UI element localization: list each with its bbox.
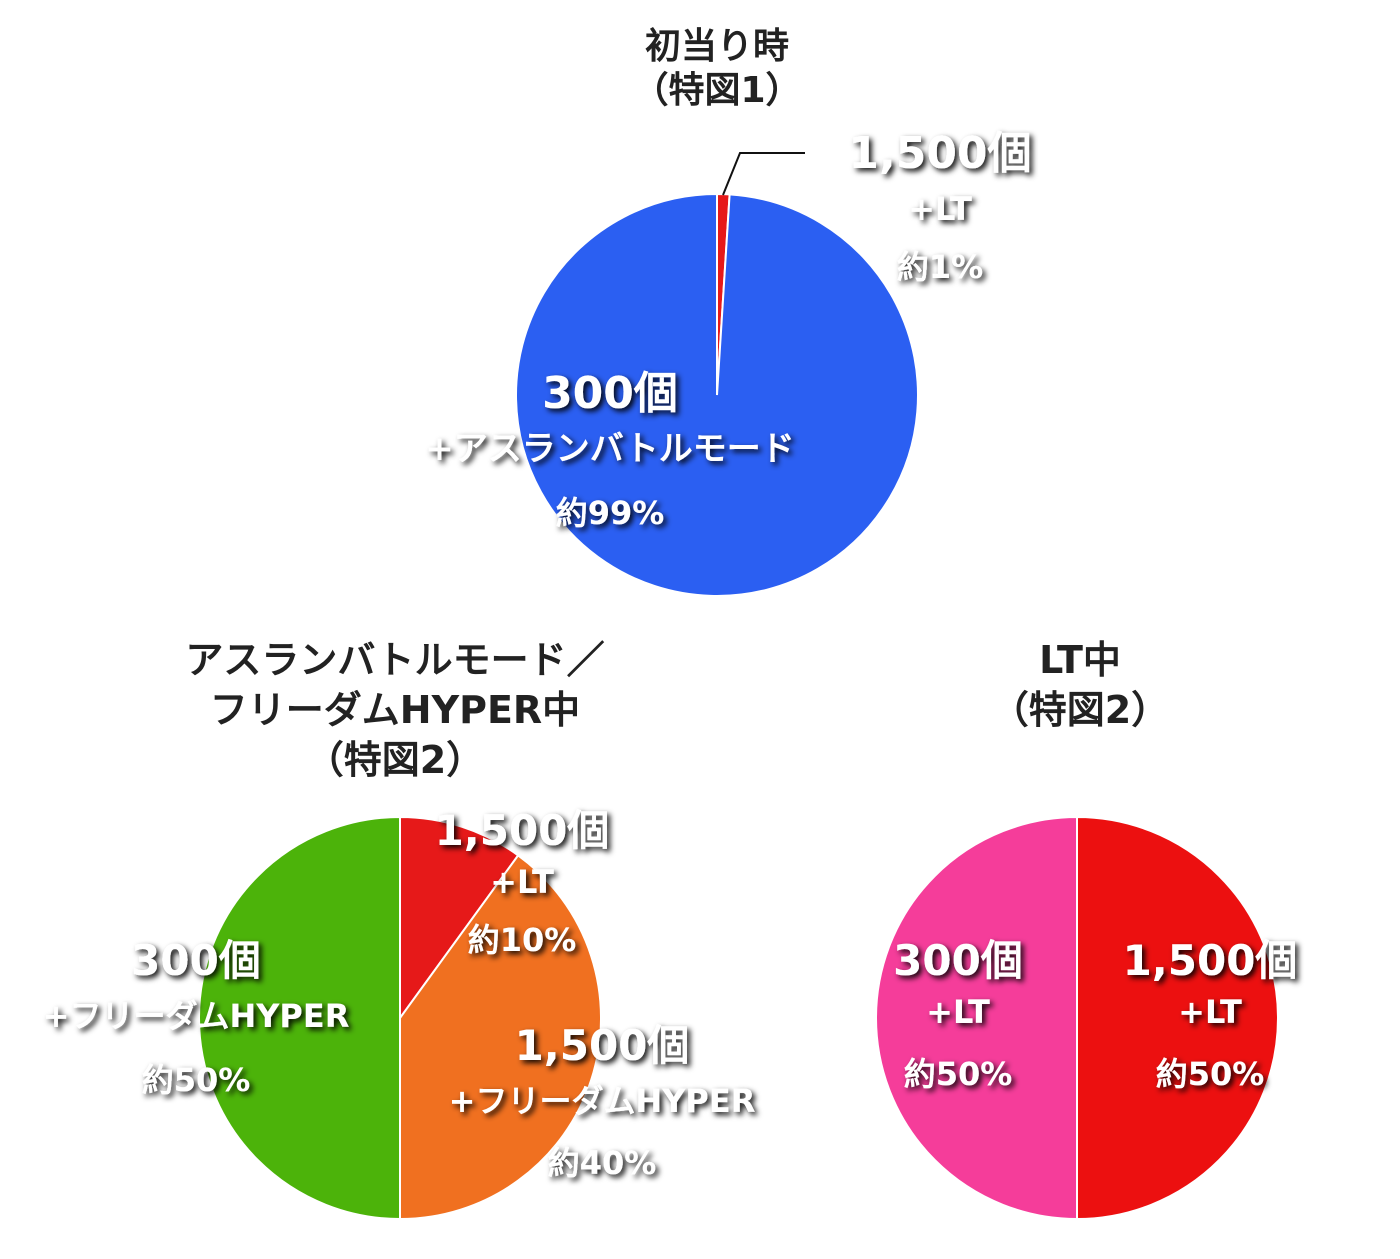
data-label: +アスランバトルモード [425,429,795,469]
data-label: 1,500個 [515,1021,690,1070]
pie-slice [875,815,1078,1221]
data-label: +LT [926,993,990,1031]
pie-slice [1076,815,1279,1221]
chart-title-line: 初当り時 [645,26,789,67]
data-label: 約1% [897,248,983,286]
data-label: +LT [490,863,554,901]
data-label: 約50% [142,1061,251,1099]
pie-slice [198,815,401,1221]
data-label: 約99% [556,494,665,532]
chart-title-line: アスランバトルモード／ [185,638,604,682]
chart-title-line: フリーダムHYPER中 [210,688,580,732]
data-label: 約50% [1156,1055,1265,1093]
data-label: 300個 [131,936,261,985]
pie-slice [399,815,520,1022]
data-label: +フリーダムHYPER [449,1082,756,1120]
pie-slice [515,192,919,597]
data-label: 約10% [468,921,577,959]
data-label: 約40% [548,1144,657,1182]
pie-chart-2: アスランバトルモード／ フリーダムHYPER中 （特図2） 1,500個 +LT 約10%… [43,638,756,1221]
data-label: 300個 [542,368,678,419]
data-label: 約50% [904,1055,1013,1093]
chart-title-line: （特図2） [991,688,1169,732]
leader-line [722,152,805,196]
data-label: 1,500個 [848,128,1031,179]
data-label: +LT [1178,993,1242,1031]
chart-title-line: （特図2） [306,738,484,782]
chart-title-line: LT中 [1039,638,1121,682]
data-label: 300個 [893,936,1023,985]
chart-title-line: （特図1） [632,70,801,111]
pie-slice [399,853,602,1221]
pie-chart-3: LT中 （特図2） 1,500個 +LT 約50% 300個 +LT 約50% [875,638,1298,1221]
data-label: 1,500個 [435,806,610,855]
data-label: +フリーダムHYPER [43,997,350,1035]
data-label: 1,500個 [1123,936,1298,985]
data-label: +LT [908,190,972,228]
